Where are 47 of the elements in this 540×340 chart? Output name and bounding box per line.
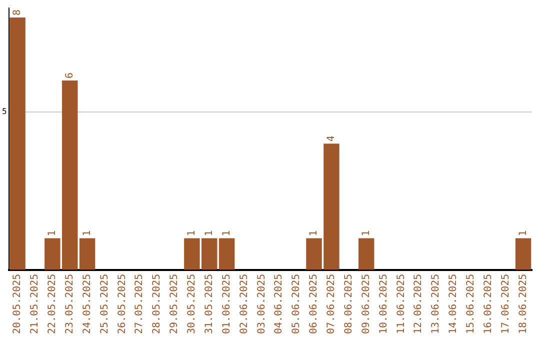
x-tick-label: 17.06.2025 [500, 274, 512, 334]
x-tick-label: 03.06.2025 [256, 274, 268, 334]
x-tick-label: 31.05.2025 [204, 274, 215, 334]
x-tick-label: 09.06.2025 [360, 274, 372, 334]
x-tick-label: 04.06.2025 [274, 274, 285, 334]
x-tick-label: 28.05.2025 [152, 274, 163, 334]
x-tick-label: 15.06.2025 [466, 274, 477, 334]
x-tick-label: 26.05.2025 [116, 274, 128, 334]
x-tick-label: 01.06.2025 [221, 274, 232, 334]
x-tick-label: 11.06.2025 [396, 274, 407, 334]
x-tick-label: 10.06.2025 [378, 274, 390, 334]
data-label: 1 [47, 230, 58, 236]
bar [10, 17, 26, 270]
data-label: 1 [518, 230, 529, 236]
bar [358, 238, 374, 270]
bar [218, 238, 235, 270]
x-tick-label: 24.05.2025 [82, 274, 93, 334]
x-tick-label: 06.06.2025 [308, 274, 320, 334]
x-tick-label: 27.05.2025 [134, 274, 146, 334]
x-tick-label: 30.05.2025 [186, 274, 198, 334]
x-tick-label: 14.06.2025 [448, 274, 460, 334]
x-tick-label: 08.06.2025 [343, 274, 354, 334]
x-tick-label: 12.06.2025 [413, 274, 424, 334]
data-label: 4 [326, 136, 338, 142]
bar [515, 238, 532, 270]
data-label: 1 [308, 230, 320, 236]
x-tick-label: 16.06.2025 [482, 274, 494, 334]
x-tick-label: 02.06.2025 [238, 274, 250, 334]
x-tick-label: 21.05.2025 [30, 274, 41, 334]
bar [79, 238, 96, 270]
data-label: 1 [186, 230, 198, 236]
y-tick-label: 5 [2, 107, 7, 116]
x-tick-label: 20.05.2025 [12, 274, 24, 334]
x-tick-label: 29.05.2025 [169, 274, 180, 334]
x-tick-label: 23.05.2025 [64, 274, 76, 334]
x-tick-label: 22.05.2025 [47, 274, 58, 334]
data-label: 1 [204, 230, 215, 236]
x-tick-label: 13.06.2025 [430, 274, 442, 334]
data-label: 1 [82, 230, 93, 236]
data-label: 6 [64, 72, 76, 79]
x-tick-label: 07.06.2025 [326, 274, 338, 334]
x-tick-label: 18.06.2025 [518, 274, 529, 334]
data-label: 8 [12, 9, 24, 16]
x-tick-label: 25.05.2025 [99, 274, 110, 334]
x-tick-label: 05.06.2025 [291, 274, 302, 334]
data-label: 1 [221, 230, 232, 236]
data-label: 1 [360, 230, 372, 236]
